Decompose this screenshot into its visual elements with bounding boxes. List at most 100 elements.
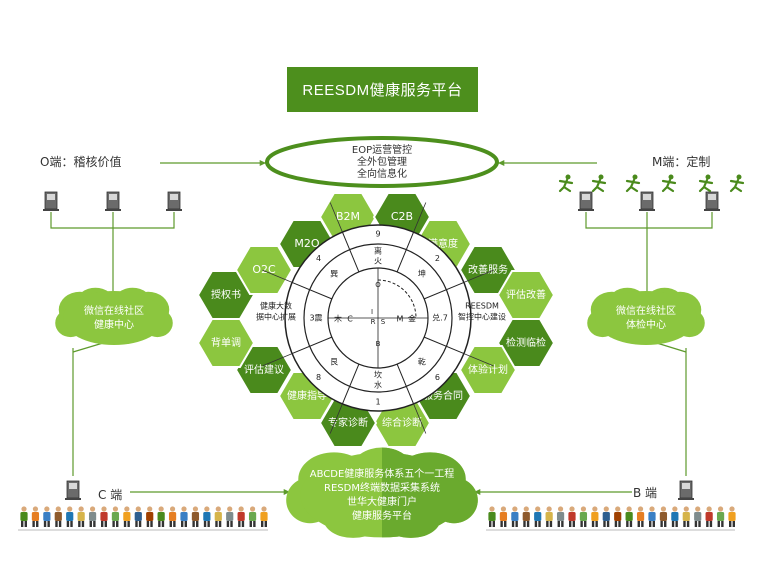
athlete-icon: [591, 174, 607, 193]
sector-number: 4: [316, 254, 321, 263]
sector-label: 巽: [330, 270, 338, 279]
hexagon-label: O2C: [252, 263, 276, 276]
arrow-c-to-cloud: [130, 488, 290, 496]
person-figure-icon: [88, 506, 97, 527]
arrow-o-to-cloud: [109, 228, 117, 302]
person-figure-icon: [134, 506, 142, 527]
person-figure-icon: [43, 506, 51, 527]
inner-label: 木: [334, 314, 342, 324]
center-letter: O: [375, 281, 381, 289]
person-figure-icon: [522, 506, 530, 527]
person-figure-icon: [66, 506, 74, 527]
computer-terminal-icon: [166, 191, 182, 211]
person-figure-icon: [157, 506, 165, 527]
left-cloud-line: 微信在线社区: [84, 304, 144, 317]
clouds: 微信在线社区健康中心微信在线社区体检中心ABCDE健康服务体系五个一工程RESD…: [55, 287, 705, 538]
sector-number: 1: [375, 398, 380, 407]
athlete-icon: [558, 174, 574, 193]
person-figure-icon: [602, 506, 610, 527]
left-cloud-line: 健康中心: [94, 318, 134, 331]
center-letter: R: [371, 318, 376, 326]
person-figure-icon: [191, 506, 200, 527]
person-figure-icon: [214, 506, 222, 527]
hexagon-label: M2O: [294, 237, 319, 250]
bottom-cloud-line: RESDM终端数据采集系统: [324, 481, 440, 494]
person-figure-icon: [31, 506, 40, 527]
inner-label: 金: [408, 314, 416, 324]
sector-label: 火: [374, 257, 382, 266]
person-figure-icon: [100, 506, 108, 527]
sector-label: 坎: [374, 370, 382, 380]
center-letter: B: [376, 340, 381, 348]
bottom-cloud-line: ABCDE健康服务体系五个一工程: [310, 467, 455, 480]
person-figure-icon: [488, 506, 496, 527]
hexagon-label: C2B: [391, 210, 413, 223]
b-end-label: B 端: [633, 486, 658, 500]
sector-label: 水: [374, 380, 382, 390]
arrow-o-to-ellipse: [160, 159, 266, 167]
person-figure-icon: [77, 506, 85, 527]
hexagon-label: 体验计划: [468, 363, 508, 376]
person-figure-icon: [694, 506, 702, 527]
right-cloud-line: 体检中心: [626, 318, 666, 331]
sector-label: 兑.7: [432, 313, 448, 323]
computer-terminal-icon: [704, 191, 720, 211]
computer-terminal-icon: [65, 480, 81, 500]
athlete-icon: [625, 174, 641, 193]
person-figure-icon: [579, 506, 588, 527]
person-figure-icon: [499, 506, 508, 527]
eop-ellipse: [265, 136, 499, 188]
person-figure-icon: [146, 506, 154, 527]
ellipse-line: 全向信息化: [357, 167, 407, 180]
person-figure-icon: [226, 506, 234, 527]
right-cloud-line: 微信在线社区: [616, 304, 676, 317]
hexagon-label: 检测临检: [506, 336, 546, 349]
athletes-row: [558, 174, 745, 193]
sector-number: 6: [435, 373, 440, 382]
center-letter: I: [371, 308, 373, 316]
wheel-inner-ring: [303, 243, 453, 393]
hexagon-label: 背单调: [211, 336, 241, 349]
people-rows: [20, 506, 736, 527]
c-end-label: C 端: [98, 488, 123, 502]
person-figure-icon: [682, 506, 690, 527]
terminals: [43, 174, 745, 500]
arrow-b-to-cloud: [474, 488, 632, 496]
person-figure-icon: [636, 506, 645, 527]
person-figure-icon: [54, 506, 62, 527]
person-figure-icon: [728, 506, 736, 527]
arrow-m-to-ellipse: [498, 159, 597, 167]
hexagon-label: 专家诊断: [328, 416, 368, 429]
person-figure-icon: [556, 506, 565, 527]
athlete-icon: [729, 174, 745, 193]
hexagon-label: 改善服务: [468, 263, 508, 276]
person-figure-icon: [237, 506, 245, 527]
center-letter: S: [381, 318, 386, 326]
person-figure-icon: [20, 506, 28, 527]
computer-terminal-icon: [578, 191, 594, 211]
person-figure-icon: [671, 506, 679, 527]
sector-number: 2: [435, 254, 440, 263]
bottom-cloud-line: 世华大健康门户: [347, 495, 417, 508]
bottom-cloud-line: 健康服务平台: [352, 509, 412, 522]
person-figure-icon: [168, 506, 177, 527]
platform-title: REESDM健康服务平台: [287, 67, 478, 112]
hexagon-label: 健康指导: [287, 389, 327, 402]
hexagon-label: 综合诊断: [382, 416, 422, 429]
person-figure-icon: [511, 506, 519, 527]
ellipse-line: EOP运营管控: [352, 143, 412, 156]
person-figure-icon: [705, 506, 713, 527]
person-figure-icon: [534, 506, 542, 527]
wheel-left-text: 据中心扩展: [256, 312, 296, 322]
sector-label: 离: [374, 246, 382, 256]
person-figure-icon: [591, 506, 599, 527]
bottom-cloud: ABCDE健康服务体系五个一工程RESDM终端数据采集系统世华大健康门户健康服务…: [286, 447, 478, 538]
sector-label: 乾: [418, 356, 426, 366]
person-figure-icon: [659, 506, 668, 527]
